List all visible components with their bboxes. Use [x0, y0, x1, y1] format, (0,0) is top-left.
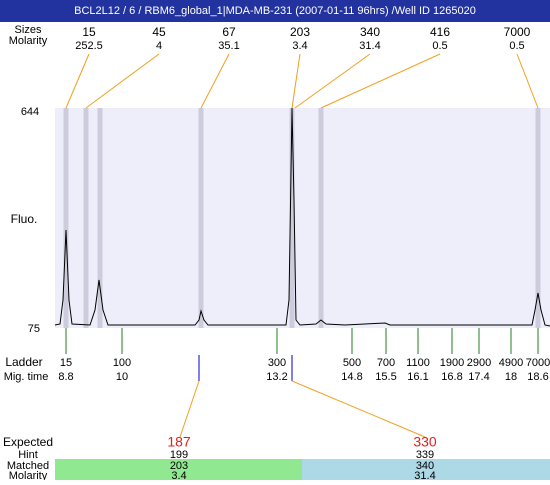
row-label: Mig. time	[4, 371, 49, 383]
peak-molarity: 252.5	[75, 40, 103, 52]
peak-size: 416	[430, 25, 450, 39]
peak-leader	[291, 53, 301, 109]
title-bar	[0, 0, 550, 22]
peak-molarity: 31.4	[359, 40, 380, 52]
hint: 339	[416, 449, 434, 461]
ladder-size: 700	[377, 357, 395, 369]
trace	[54, 107, 550, 327]
row-label: Sizes	[15, 24, 42, 36]
expected-size: 330	[413, 434, 437, 450]
y-max: 644	[21, 106, 39, 118]
expected-leader	[291, 380, 426, 438]
peak-band	[289, 108, 295, 328]
ladder-size: 1900	[440, 357, 464, 369]
match-band	[302, 459, 550, 480]
matched: 203	[170, 460, 188, 472]
molarity: 31.4	[414, 470, 435, 480]
peak-size: 15	[82, 25, 96, 39]
mig-time: 18	[505, 371, 517, 383]
ladder-size: 300	[268, 357, 286, 369]
peak-size: 45	[152, 25, 166, 39]
peak-band	[83, 108, 89, 328]
y-min: 75	[28, 323, 40, 335]
mig-time: 10	[116, 371, 128, 383]
peak-leader	[320, 53, 441, 109]
row-label: Matched	[7, 460, 49, 472]
row-label: Expected	[3, 435, 53, 449]
peak-leader	[200, 53, 230, 109]
mig-time: 14.8	[341, 371, 362, 383]
peak-size: 203	[290, 25, 310, 39]
ladder-size: 7000	[526, 357, 550, 369]
peak-band	[63, 108, 69, 328]
peak-molarity: 4	[156, 40, 162, 52]
peak-band	[97, 108, 103, 328]
ladder-size: 15	[60, 357, 72, 369]
expected-size: 187	[167, 434, 191, 450]
mig-time: 8.8	[58, 371, 73, 383]
ladder-size: 500	[343, 357, 361, 369]
ladder-size: 2900	[467, 357, 491, 369]
peak-band	[318, 108, 324, 328]
ladder-size: 4900	[499, 357, 523, 369]
mig-time: 16.1	[407, 371, 428, 383]
molarity: 3.4	[171, 470, 186, 480]
mig-time: 18.6	[527, 371, 548, 383]
peak-band	[535, 108, 541, 328]
row-label: Molarity	[9, 35, 48, 47]
mig-time: 17.4	[468, 371, 489, 383]
mig-time: 16.8	[441, 371, 462, 383]
ladder-size: 1100	[406, 357, 430, 369]
peak-leader	[85, 53, 160, 109]
ladder-size: 100	[113, 357, 131, 369]
row-label: Ladder	[5, 355, 42, 369]
plot-area	[55, 108, 550, 328]
peak-leader	[294, 53, 371, 109]
expected-leader	[179, 380, 200, 438]
match-band	[55, 459, 302, 480]
peak-size: 340	[360, 25, 380, 39]
peak-size: 7000	[504, 25, 531, 39]
peak-band	[198, 108, 204, 328]
matched: 340	[416, 460, 434, 472]
mig-time: 15.5	[375, 371, 396, 383]
peak-molarity: 3.4	[292, 40, 307, 52]
row-label: Hint	[18, 449, 38, 461]
peak-size: 67	[222, 25, 236, 39]
hint: 199	[170, 449, 188, 461]
mig-time: 13.2	[266, 371, 287, 383]
peak-leader	[65, 53, 90, 109]
y-label: Fluo.	[11, 212, 38, 226]
peak-leader	[516, 53, 539, 109]
title: BCL2L12 / 6 / RBM6_global_1|MDA-MB-231 (…	[74, 5, 476, 17]
peak-molarity: 0.5	[509, 40, 524, 52]
peak-molarity: 35.1	[218, 40, 239, 52]
row-label: Molarity	[9, 470, 48, 480]
peak-molarity: 0.5	[432, 40, 447, 52]
